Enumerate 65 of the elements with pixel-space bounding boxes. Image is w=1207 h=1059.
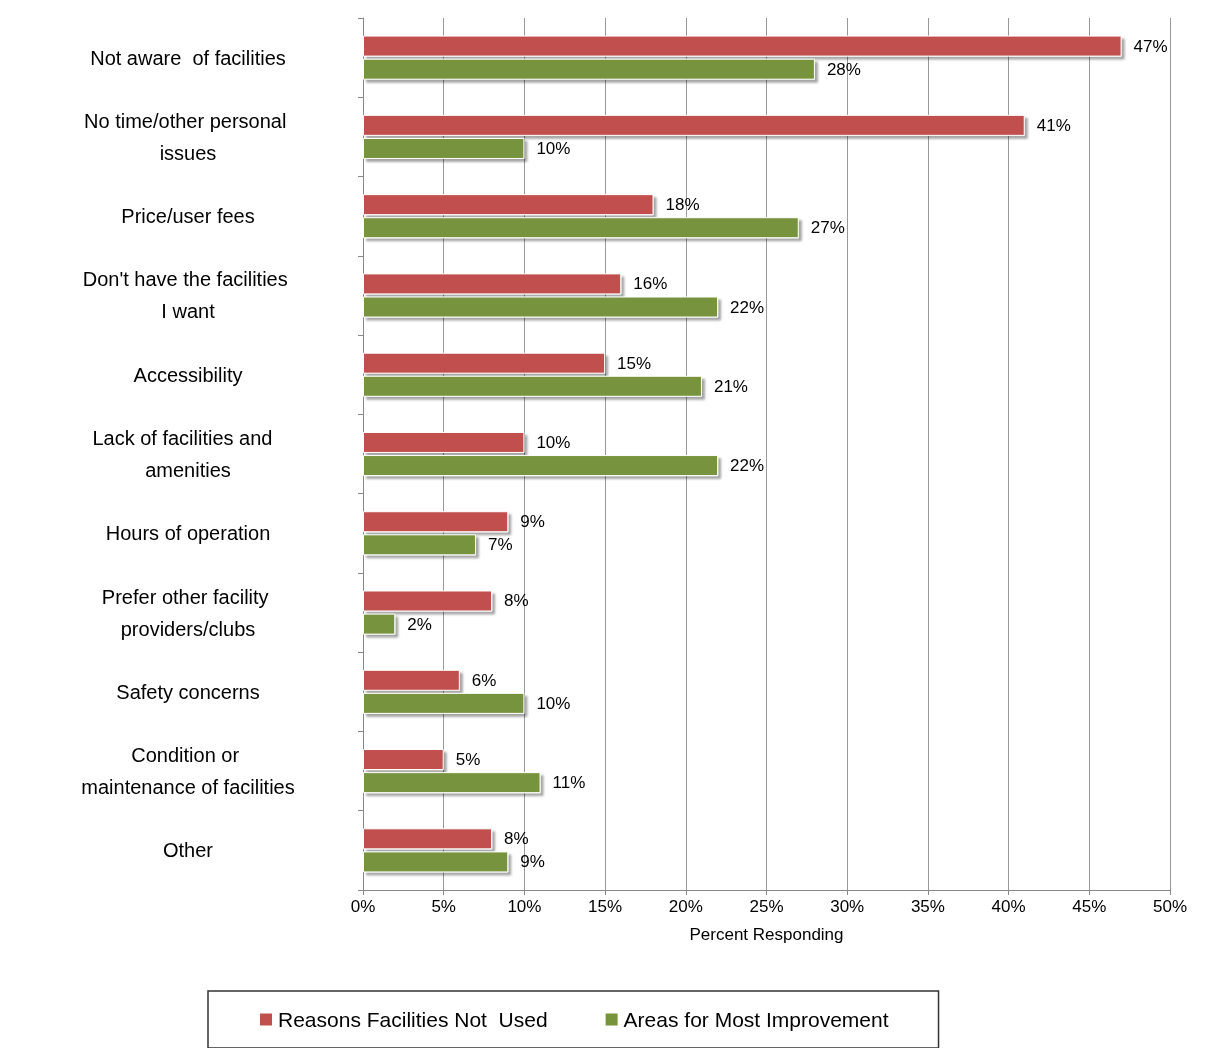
data-label: 16%: [633, 274, 668, 294]
data-label: 2%: [407, 614, 432, 634]
legend-label: Reasons Facilities Not Used: [278, 1008, 548, 1031]
x-tick-label: 35%: [910, 897, 945, 916]
data-label: 9%: [520, 852, 545, 872]
bar: [363, 511, 509, 533]
x-tick-label: 10%: [507, 897, 542, 916]
legend-label: Areas for Most Improvement: [623, 1008, 889, 1031]
x-tick-label: 15%: [588, 897, 623, 916]
data-label: 15%: [617, 353, 652, 373]
bar: [363, 352, 606, 374]
data-label: 8%: [504, 829, 529, 849]
y-tick-label: Accessibility: [133, 363, 243, 386]
data-label: 47%: [1133, 36, 1168, 56]
data-label: 6%: [471, 670, 497, 690]
bar: [363, 58, 815, 80]
data-label: 10%: [536, 138, 571, 158]
data-label: 7%: [487, 535, 513, 555]
data-label: 9%: [520, 512, 545, 532]
x-tick-label: 20%: [668, 897, 703, 916]
data-label: 18%: [665, 195, 700, 215]
x-tick-label: 5%: [431, 897, 456, 916]
data-label: 22%: [730, 456, 765, 476]
y-tick-label: No time/other personal issues: [84, 109, 292, 164]
bar: [363, 375, 702, 397]
bar: [363, 534, 476, 556]
data-label: 22%: [730, 297, 765, 317]
data-label: 28%: [826, 59, 861, 79]
x-tick-label: 25%: [749, 897, 784, 916]
bar: [363, 35, 1122, 57]
y-tick-label: Condition or maintenance of facilities: [81, 744, 295, 799]
x-tick-label: 30%: [830, 897, 865, 916]
y-tick-label: Safety concerns: [116, 680, 260, 703]
y-tick-label: Hours of operation: [105, 522, 271, 545]
y-tick-label: Prefer other facility providers/clubs: [101, 585, 275, 640]
bar: [363, 669, 460, 691]
data-label: 10%: [536, 693, 571, 713]
y-tick-label: Price/user fees: [121, 205, 255, 228]
data-label: 27%: [810, 218, 845, 238]
bar: [363, 431, 525, 453]
y-tick-label: Not aware of facilities: [90, 46, 286, 69]
bar: [363, 772, 541, 794]
bar: [363, 851, 509, 873]
bar: [363, 692, 525, 714]
x-axis-title: Percent Responding: [689, 925, 844, 944]
data-label: 8%: [504, 591, 529, 611]
x-tick-label: 45%: [1072, 897, 1107, 916]
data-label: 11%: [552, 773, 586, 793]
x-tick-label: 50%: [1152, 897, 1188, 916]
bar: [363, 114, 1025, 136]
bar: [363, 217, 799, 239]
data-label: 10%: [536, 432, 571, 452]
bar: [363, 194, 654, 216]
y-tick-label: Other: [162, 839, 214, 862]
x-tick-label: 0%: [350, 897, 376, 916]
bar: [363, 137, 525, 159]
data-label: 5%: [455, 750, 481, 770]
y-tick-label: Lack of facilities and amenities: [92, 427, 284, 481]
bar: [363, 828, 493, 850]
data-label: 41%: [1036, 115, 1071, 135]
bar: [363, 455, 719, 477]
x-tick-label: 40%: [991, 897, 1026, 916]
y-tick-label: Don't have the facilities I want: [82, 268, 294, 323]
bar: [363, 749, 444, 771]
data-label: 21%: [713, 376, 748, 396]
